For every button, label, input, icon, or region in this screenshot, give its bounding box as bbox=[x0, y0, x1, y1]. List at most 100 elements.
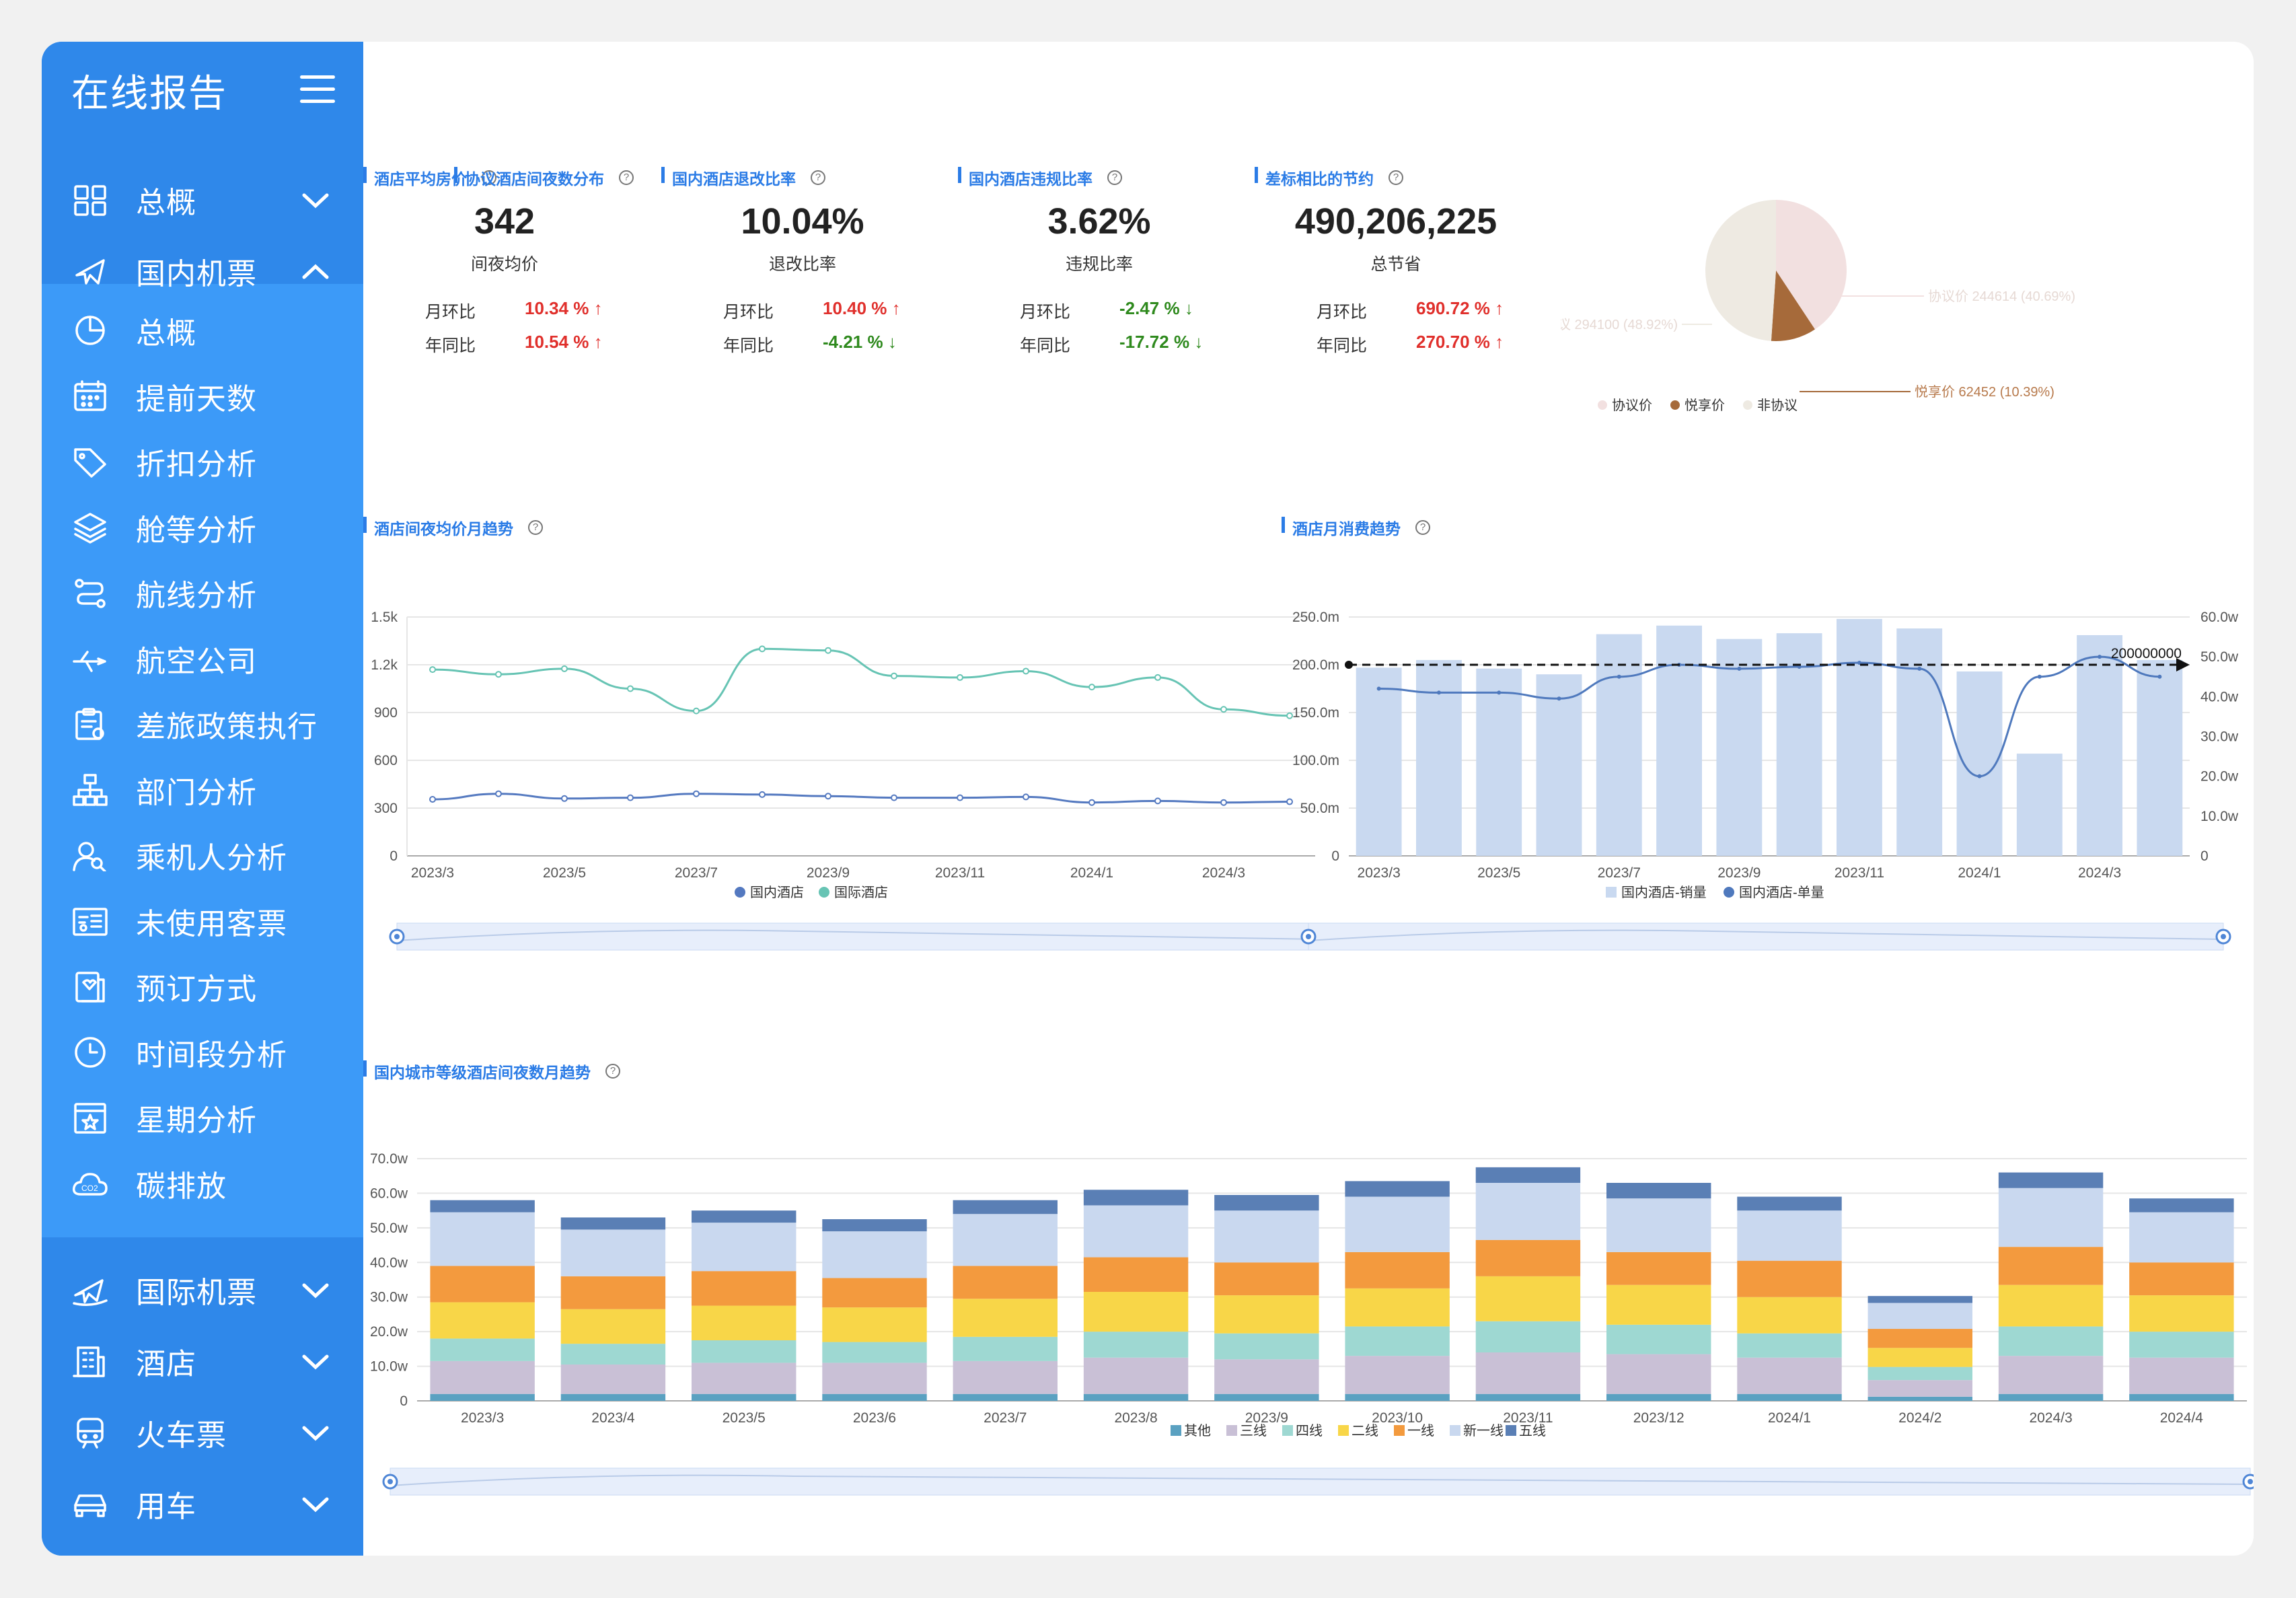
data-point[interactable] bbox=[1497, 690, 1502, 695]
bar[interactable] bbox=[2077, 634, 2122, 856]
data-point[interactable] bbox=[2037, 674, 2042, 679]
sidebar-item[interactable]: CO2 碳排放 bbox=[42, 1160, 363, 1207]
stacked-bar-segment[interactable] bbox=[1475, 1352, 1581, 1394]
data-point[interactable] bbox=[627, 794, 634, 801]
legend-marker[interactable] bbox=[1226, 1425, 1237, 1436]
sidebar-item[interactable]: 航线分析 bbox=[42, 569, 363, 616]
stacked-bar-segment[interactable] bbox=[953, 1336, 1058, 1361]
data-point[interactable] bbox=[1737, 666, 1742, 671]
stacked-bar-segment[interactable] bbox=[2129, 1198, 2234, 1212]
data-point[interactable] bbox=[1088, 799, 1095, 806]
stacked-bar-segment[interactable] bbox=[1998, 1393, 2104, 1401]
stacked-bar-segment[interactable] bbox=[1867, 1329, 1972, 1348]
data-point[interactable] bbox=[759, 645, 766, 653]
bar[interactable] bbox=[1716, 639, 1763, 856]
chevron-down-icon[interactable] bbox=[300, 187, 331, 214]
sidebar-item[interactable]: 提前天数 bbox=[42, 373, 363, 420]
legend-marker[interactable] bbox=[735, 887, 745, 898]
legend-marker[interactable] bbox=[1606, 887, 1617, 898]
legend-marker[interactable] bbox=[1670, 400, 1680, 410]
stacked-bar-segment[interactable] bbox=[1475, 1276, 1581, 1321]
stacked-bar-segment[interactable] bbox=[2129, 1393, 2234, 1401]
stacked-bar-segment[interactable] bbox=[1998, 1326, 2104, 1356]
chevron-down-icon[interactable] bbox=[300, 1348, 331, 1375]
chevron-down-icon[interactable] bbox=[300, 1277, 331, 1304]
help-icon[interactable]: ? bbox=[1388, 170, 1403, 185]
stacked-bar-segment[interactable] bbox=[1867, 1380, 1972, 1397]
bar[interactable] bbox=[1776, 633, 1822, 856]
data-point[interactable] bbox=[1286, 712, 1293, 719]
stacked-bar-segment[interactable] bbox=[1214, 1195, 1319, 1211]
stacked-bar-segment[interactable] bbox=[1998, 1284, 2104, 1327]
legend-marker[interactable] bbox=[1394, 1425, 1405, 1436]
stacked-bar-segment[interactable] bbox=[430, 1212, 535, 1266]
stacked-bar-segment[interactable] bbox=[560, 1309, 666, 1344]
stacked-bar-segment[interactable] bbox=[822, 1363, 927, 1394]
data-point[interactable] bbox=[1557, 696, 1561, 701]
stacked-bar-segment[interactable] bbox=[1083, 1205, 1189, 1258]
stacked-bar-segment[interactable] bbox=[953, 1360, 1058, 1394]
stacked-bar-segment[interactable] bbox=[1345, 1196, 1450, 1252]
stacked-bar-segment[interactable] bbox=[953, 1200, 1058, 1214]
data-point[interactable] bbox=[1376, 686, 1381, 691]
stacked-bar-segment[interactable] bbox=[1867, 1396, 1972, 1401]
data-point[interactable] bbox=[1023, 793, 1029, 801]
bar[interactable] bbox=[1476, 668, 1522, 856]
stacked-bar-segment[interactable] bbox=[1867, 1303, 1972, 1330]
data-point[interactable] bbox=[1023, 667, 1029, 675]
data-point[interactable] bbox=[1220, 799, 1227, 806]
stacked-bar-segment[interactable] bbox=[1606, 1393, 1711, 1401]
sidebar-item[interactable]: 时间段分析 bbox=[42, 1029, 363, 1076]
stacked-bar-segment[interactable] bbox=[560, 1365, 666, 1394]
stacked-bar-segment[interactable] bbox=[692, 1210, 797, 1223]
stacked-bar-segment[interactable] bbox=[1475, 1167, 1581, 1183]
bar[interactable] bbox=[1896, 628, 1943, 856]
data-point[interactable] bbox=[1154, 797, 1161, 805]
pie-slice[interactable] bbox=[1771, 270, 1815, 341]
stacked-bar-segment[interactable] bbox=[1737, 1196, 1842, 1211]
stacked-bar-segment[interactable] bbox=[1214, 1393, 1319, 1401]
stacked-bar-segment[interactable] bbox=[692, 1271, 797, 1306]
stacked-bar-segment[interactable] bbox=[822, 1219, 927, 1231]
stacked-bar-segment[interactable] bbox=[1475, 1239, 1581, 1276]
stacked-bar-segment[interactable] bbox=[692, 1305, 797, 1340]
stacked-bar-segment[interactable] bbox=[1867, 1296, 1972, 1303]
stacked-bar-segment[interactable] bbox=[1606, 1183, 1711, 1199]
stacked-bar-segment[interactable] bbox=[1475, 1393, 1581, 1401]
legend-marker[interactable] bbox=[819, 887, 829, 898]
stacked-bar-segment[interactable] bbox=[1345, 1251, 1450, 1288]
stacked-bar-segment[interactable] bbox=[822, 1278, 927, 1308]
data-point[interactable] bbox=[429, 666, 436, 674]
stacked-bar-segment[interactable] bbox=[1606, 1284, 1711, 1325]
legend-marker[interactable] bbox=[1598, 400, 1607, 410]
stacked-bar-segment[interactable] bbox=[2129, 1295, 2234, 1332]
data-point[interactable] bbox=[1917, 666, 1922, 671]
stacked-bar-segment[interactable] bbox=[1475, 1183, 1581, 1240]
stacked-bar-segment[interactable] bbox=[822, 1231, 927, 1278]
stacked-bar-segment[interactable] bbox=[2129, 1332, 2234, 1358]
stacked-bar-segment[interactable] bbox=[1083, 1257, 1189, 1292]
pie-slice[interactable] bbox=[1776, 200, 1847, 330]
stacked-bar-segment[interactable] bbox=[1214, 1333, 1319, 1360]
bar[interactable] bbox=[1416, 659, 1462, 856]
stacked-bar-segment[interactable] bbox=[560, 1276, 666, 1309]
stacked-bar-segment[interactable] bbox=[1475, 1321, 1581, 1352]
sidebar-item[interactable]: 星期分析 bbox=[42, 1094, 363, 1141]
stacked-bar-segment[interactable] bbox=[1737, 1297, 1842, 1334]
chevron-down-icon[interactable] bbox=[300, 1420, 331, 1447]
datazoom-slider[interactable] bbox=[389, 922, 1327, 951]
data-point[interactable] bbox=[1617, 674, 1621, 679]
data-point[interactable] bbox=[561, 795, 568, 802]
sidebar-item[interactable]: 火车票 bbox=[42, 1409, 363, 1456]
stacked-bar-segment[interactable] bbox=[1998, 1188, 2104, 1247]
sidebar-item[interactable]: 折扣分析 bbox=[42, 438, 363, 485]
bar[interactable] bbox=[1837, 618, 1882, 856]
legend-marker[interactable] bbox=[1282, 1425, 1293, 1436]
stacked-bar-segment[interactable] bbox=[953, 1299, 1058, 1337]
stacked-bar-segment[interactable] bbox=[953, 1214, 1058, 1266]
stacked-bar-segment[interactable] bbox=[430, 1200, 535, 1212]
data-point[interactable] bbox=[1088, 684, 1095, 691]
pie-slice[interactable] bbox=[1705, 200, 1776, 341]
data-point[interactable] bbox=[2098, 655, 2102, 659]
stacked-bar-segment[interactable] bbox=[1606, 1251, 1711, 1285]
